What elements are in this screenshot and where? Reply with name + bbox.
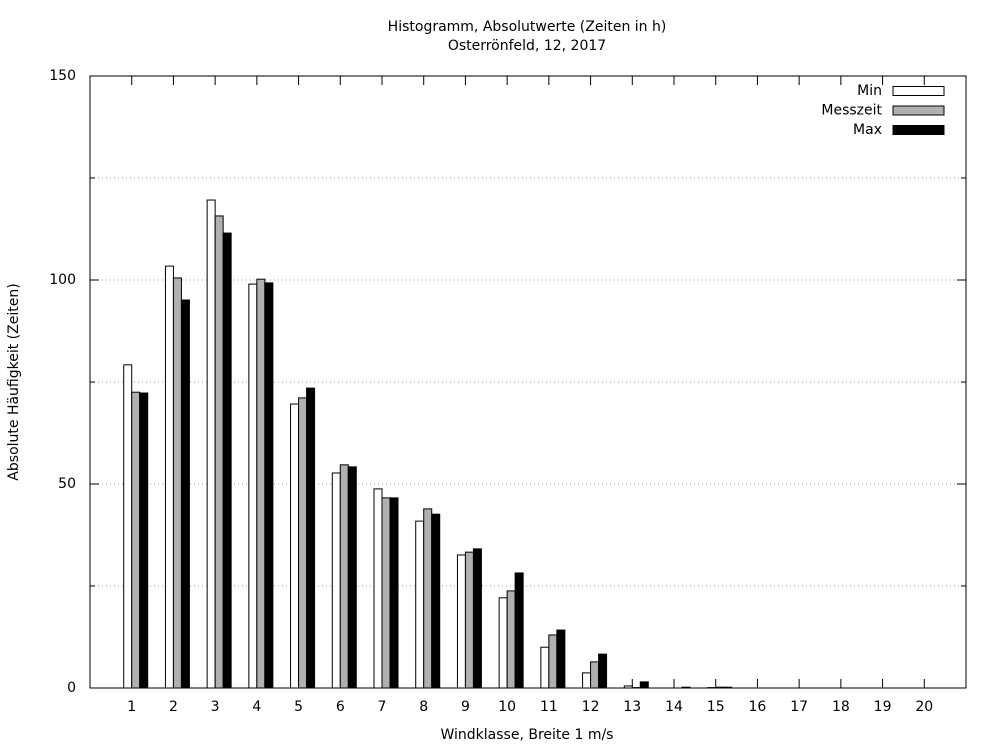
y-axis-label: Absolute Häufigkeit (Zeiten) <box>6 283 22 480</box>
bar <box>172 277 182 689</box>
x-tick-label: 15 <box>707 699 725 715</box>
x-tick-label: 11 <box>540 699 558 715</box>
bar <box>540 646 550 689</box>
bar <box>339 464 349 689</box>
bar <box>347 466 357 689</box>
bar <box>206 199 216 689</box>
bar <box>373 488 383 689</box>
x-tick-label: 5 <box>294 699 303 715</box>
bar <box>514 572 524 689</box>
y-tick-label: 0 <box>67 680 76 696</box>
bar <box>423 508 433 689</box>
legend-label: Min <box>857 83 882 99</box>
bar <box>556 629 566 689</box>
bar <box>123 364 133 689</box>
x-axis-label: Windklasse, Breite 1 m/s <box>441 727 614 743</box>
x-tick-label: 18 <box>832 699 850 715</box>
bar <box>498 597 508 689</box>
bar <box>590 661 600 689</box>
x-tick-label: 12 <box>582 699 600 715</box>
x-tick-label: 14 <box>665 699 683 715</box>
chart-title: Histogramm, Absolutwerte (Zeiten in h) <box>388 19 667 35</box>
bar <box>472 548 482 689</box>
bar <box>139 392 149 689</box>
x-tick-label: 6 <box>336 699 345 715</box>
legend-label: Max <box>853 122 882 138</box>
bar <box>214 215 224 689</box>
x-tick-label: 13 <box>623 699 641 715</box>
legend-swatch <box>892 86 945 96</box>
bar <box>381 497 391 689</box>
y-tick-label: 50 <box>58 476 76 492</box>
x-tick-label: 7 <box>378 699 387 715</box>
bar <box>164 265 174 689</box>
bar <box>598 653 608 689</box>
bar <box>180 299 190 689</box>
bar <box>131 391 141 689</box>
bar <box>256 278 266 689</box>
x-tick-label: 16 <box>749 699 767 715</box>
x-tick-label: 10 <box>498 699 516 715</box>
bar <box>389 497 399 689</box>
bar <box>222 232 232 689</box>
x-tick-label: 2 <box>169 699 178 715</box>
y-tick-label: 100 <box>49 272 76 288</box>
legend-swatch <box>892 125 945 135</box>
plot-frame <box>89 75 967 689</box>
bar <box>331 472 341 689</box>
y-tick-label: 150 <box>49 68 76 84</box>
bar <box>582 672 592 689</box>
x-tick-label: 3 <box>211 699 220 715</box>
bar <box>298 397 308 689</box>
bar <box>431 513 441 689</box>
x-tick-label: 20 <box>915 699 933 715</box>
bar <box>290 403 300 689</box>
x-tick-label: 19 <box>874 699 892 715</box>
x-tick-label: 17 <box>790 699 808 715</box>
legend-swatch <box>892 105 945 116</box>
chart-subtitle: Osterrönfeld, 12, 2017 <box>448 38 606 54</box>
x-tick-label: 1 <box>127 699 136 715</box>
bar <box>506 590 516 689</box>
bar <box>456 554 466 689</box>
legend-label: Messzeit <box>821 103 882 119</box>
bar <box>415 520 425 689</box>
bar <box>248 283 258 689</box>
x-tick-label: 8 <box>419 699 428 715</box>
bar <box>264 282 274 689</box>
bar <box>639 681 649 689</box>
x-tick-label: 4 <box>252 699 261 715</box>
bar <box>548 634 558 689</box>
bar <box>306 387 316 689</box>
x-tick-label: 9 <box>461 699 470 715</box>
bar <box>464 551 474 689</box>
